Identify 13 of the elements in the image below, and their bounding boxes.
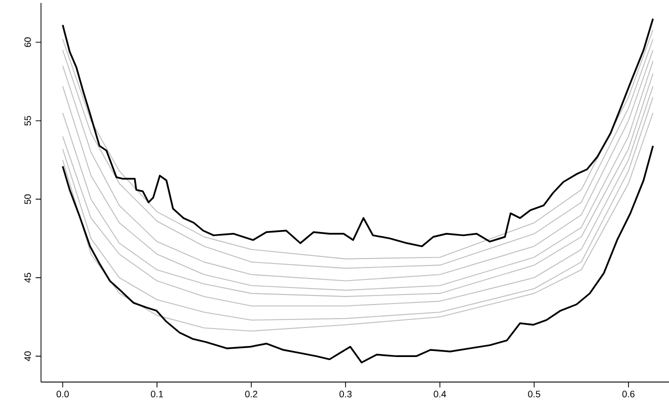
y-tick-label: 40 — [24, 351, 31, 362]
line-series — [62, 144, 654, 364]
y-tick-label: 50 — [24, 194, 31, 204]
y-tick-label: 55 — [24, 116, 31, 126]
y-tick-label: 60 — [24, 37, 31, 47]
x-tick-label: 0.4 — [434, 390, 446, 398]
x-tick-label: 0.6 — [622, 390, 634, 398]
x-tick-label: 0.3 — [339, 390, 352, 398]
x-tick-label: 0.0 — [56, 390, 69, 398]
x-tick-label: 0.2 — [245, 390, 258, 398]
y-tick-label: 45 — [24, 272, 31, 283]
x-tick-label: 0.5 — [528, 390, 540, 398]
x-tick-label: 0.1 — [150, 390, 163, 398]
